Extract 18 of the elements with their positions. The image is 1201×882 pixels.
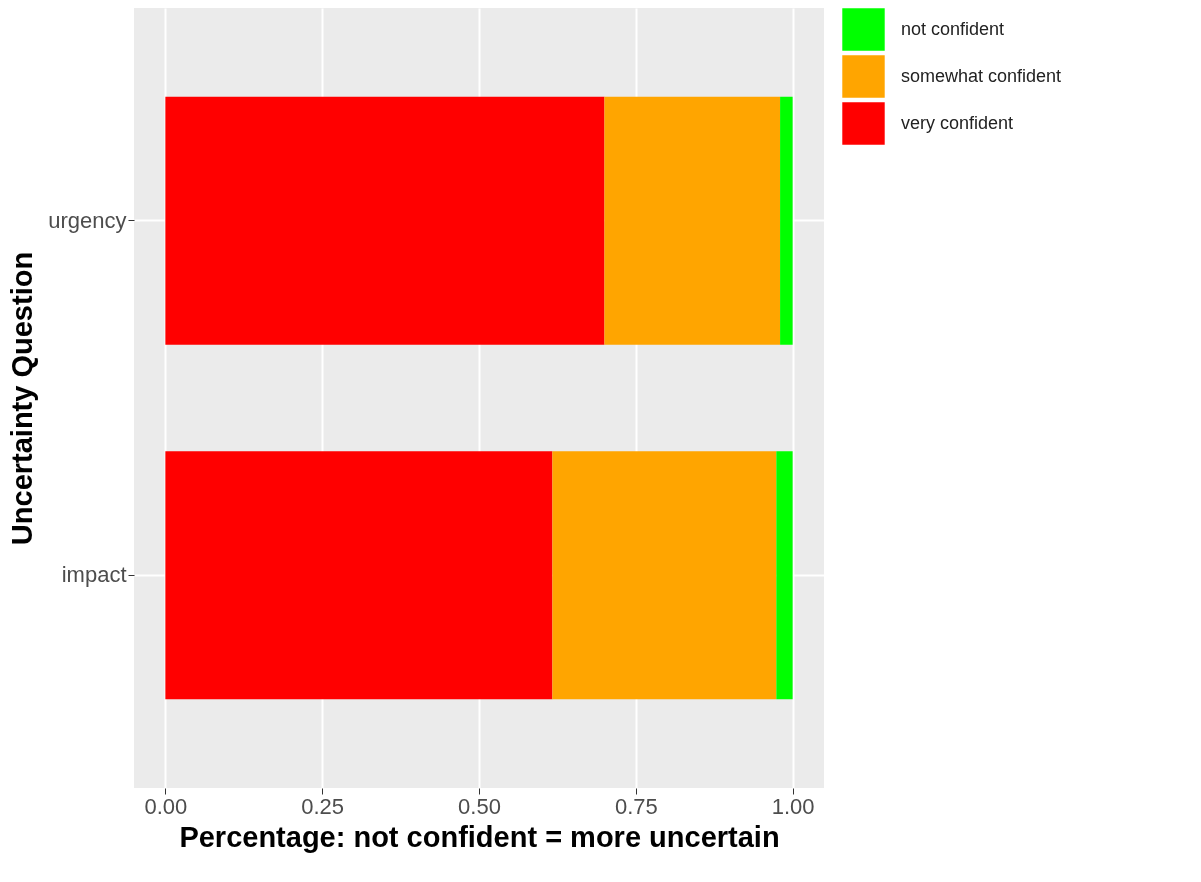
bar (780, 96, 793, 345)
bar (776, 451, 793, 700)
bar (552, 451, 777, 700)
bar (165, 451, 553, 700)
y-tick-label: impact (61, 562, 127, 588)
x-tick-label: 1.00 (771, 793, 815, 819)
x-tick-label: 0.00 (144, 793, 188, 819)
x-axis-title: Percentage: not confident = more uncertain (179, 820, 780, 853)
y-axis-title: Uncertainty Question (6, 251, 39, 546)
x-tick-label: 0.25 (301, 793, 345, 819)
x-tick-label: 0.50 (458, 793, 501, 819)
bar (604, 96, 781, 345)
legend-label: not confident (901, 18, 1005, 39)
bar (165, 96, 605, 345)
y-tick-label: urgency (48, 207, 127, 233)
legend-label: somewhat confident (901, 65, 1062, 86)
legend-label: very confident (901, 112, 1014, 133)
x-tick-label: 0.75 (614, 793, 658, 819)
